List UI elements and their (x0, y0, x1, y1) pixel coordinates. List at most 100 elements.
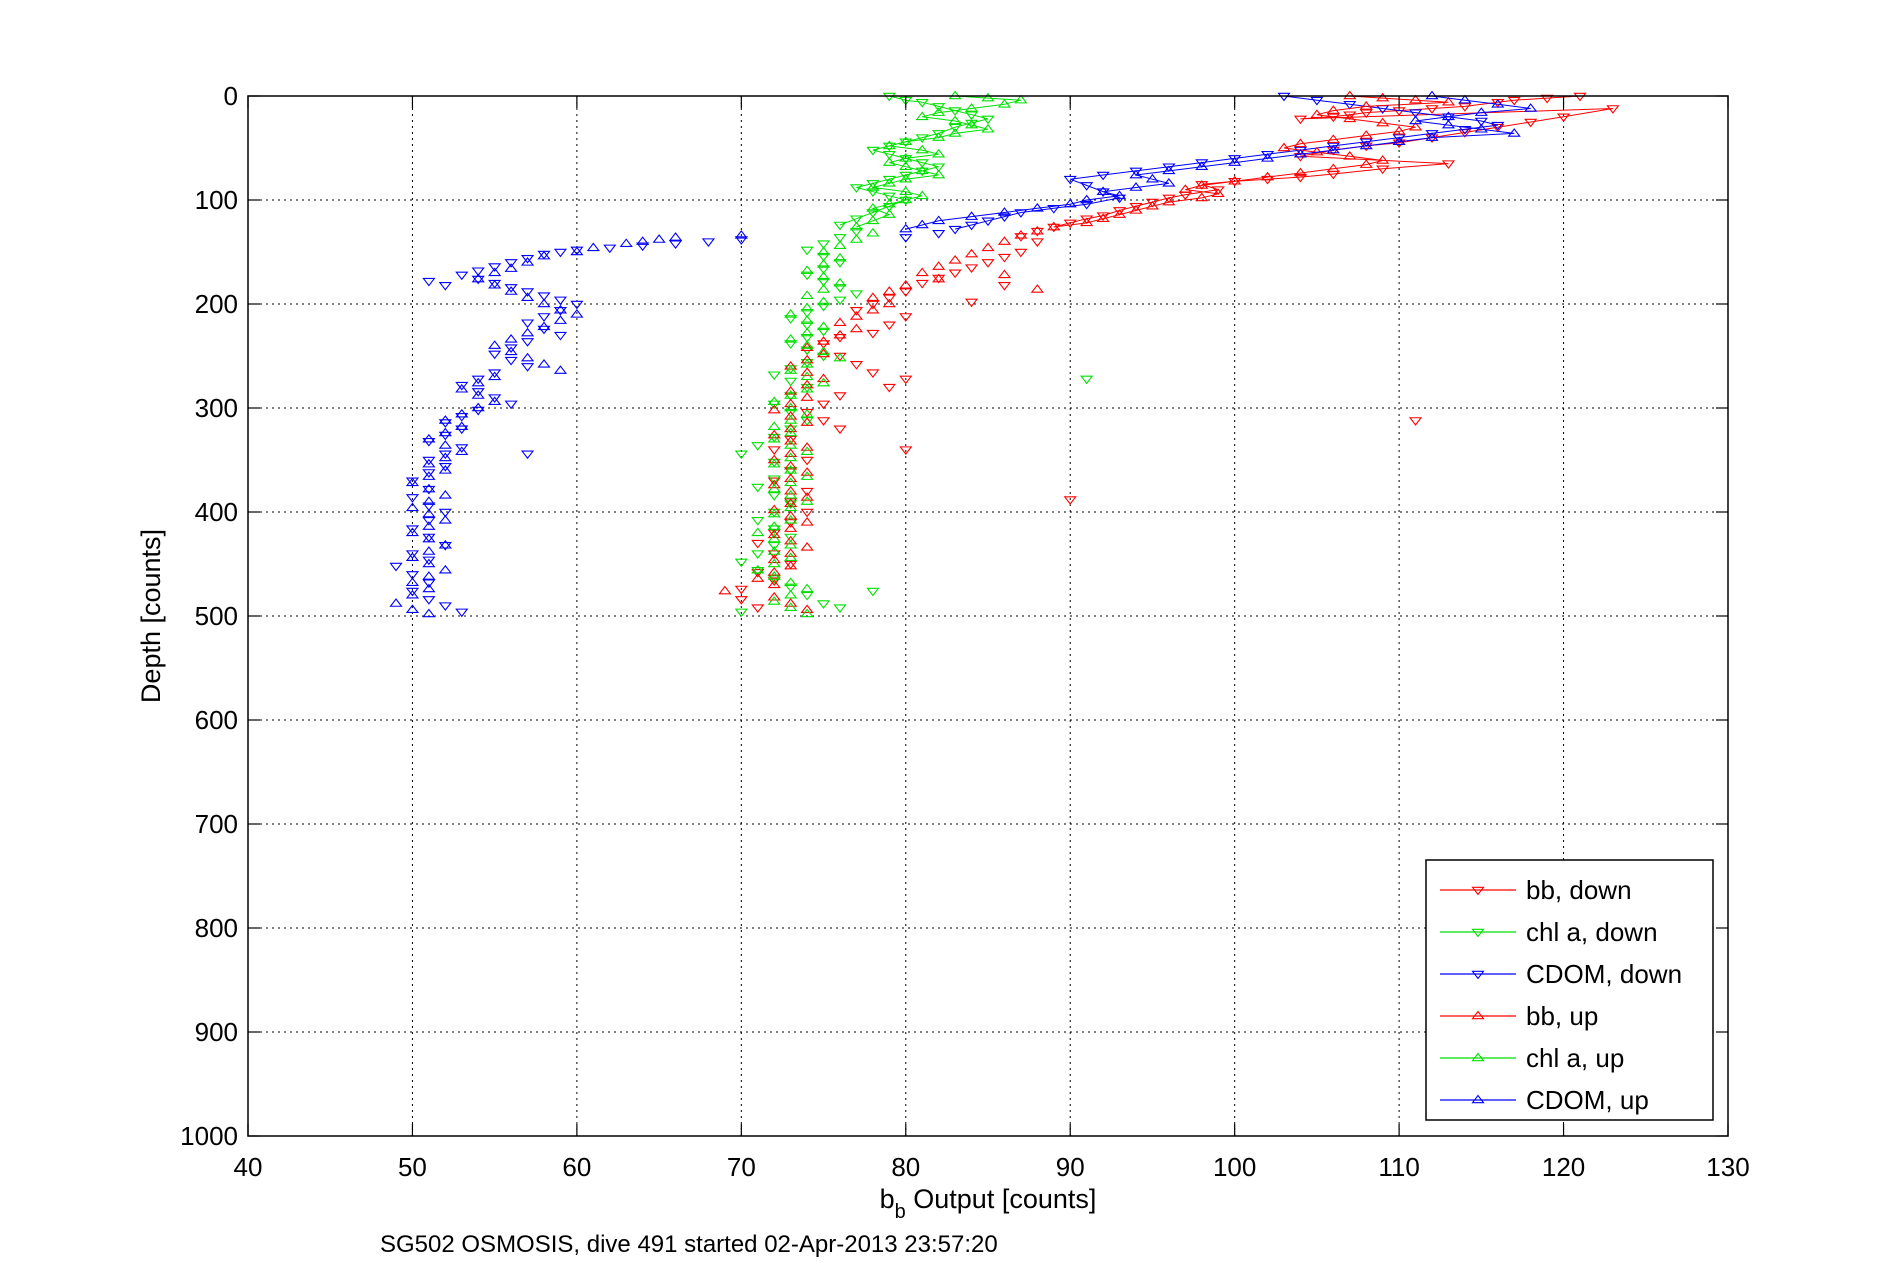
data-point (784, 410, 798, 420)
data-point (899, 171, 913, 181)
data-point (405, 527, 420, 537)
data-point (866, 300, 880, 310)
data-point (800, 442, 814, 451)
data-point (833, 240, 847, 250)
data-point (438, 462, 452, 472)
data-point (1112, 207, 1127, 216)
data-point (800, 608, 814, 618)
data-point (603, 244, 617, 254)
data-point (882, 175, 896, 185)
data-point (964, 248, 979, 258)
data-point (1293, 173, 1308, 183)
data-point (784, 467, 798, 476)
data-point (800, 334, 814, 343)
data-point (734, 558, 748, 568)
legend-label: CDOM, up (1526, 1085, 1649, 1115)
data-point (422, 508, 436, 518)
data-point (767, 396, 781, 406)
x-tick-label: 110 (1378, 1152, 1419, 1182)
data-point (767, 521, 781, 530)
axis-ticks (247, 95, 1729, 1137)
data-point (1145, 173, 1160, 183)
data-point (800, 271, 814, 281)
y-tick-label: 800 (195, 913, 238, 943)
data-point (488, 263, 502, 272)
data-point (767, 475, 781, 485)
data-point (1112, 190, 1127, 200)
data-point (1441, 111, 1456, 121)
data-point (964, 264, 979, 273)
data-point (816, 377, 831, 387)
data-point (422, 458, 436, 468)
data-point (1408, 417, 1423, 426)
data-point (1129, 182, 1143, 191)
data-point (1573, 92, 1587, 102)
data-point (734, 585, 748, 595)
data-point (520, 327, 535, 337)
data-point (849, 234, 864, 243)
data-point (833, 425, 847, 435)
data-point (1030, 202, 1044, 212)
data-point (1343, 90, 1357, 100)
data-point (405, 552, 420, 562)
data-point (784, 427, 798, 437)
data-point (636, 236, 650, 245)
data-point (932, 132, 946, 141)
data-point (1507, 96, 1521, 106)
data-point (784, 523, 798, 532)
data-point (800, 591, 814, 601)
data-point (767, 571, 781, 580)
data-point (981, 259, 995, 268)
data-point (422, 469, 436, 478)
data-point (784, 392, 798, 401)
data-point (520, 338, 535, 347)
data-point (964, 298, 979, 308)
y-axis-label: Depth [counts] (136, 529, 166, 703)
data-point (849, 227, 864, 237)
data-point (882, 157, 896, 166)
data-point (784, 498, 798, 507)
data-point (1162, 163, 1176, 173)
legend-label: chl a, up (1526, 1043, 1624, 1073)
data-point (405, 577, 420, 586)
data-point (537, 321, 551, 331)
data-point (899, 194, 913, 204)
data-point (668, 240, 683, 250)
data-point (734, 236, 748, 245)
data-point (520, 292, 535, 302)
data-point (1376, 92, 1390, 102)
data-point (882, 286, 896, 295)
data-point (816, 252, 831, 262)
data-point (784, 334, 798, 343)
data-point (767, 454, 781, 464)
data-point (784, 552, 798, 562)
data-point (455, 444, 469, 453)
data-point (1030, 238, 1044, 247)
data-point (800, 321, 814, 331)
data-point (800, 456, 814, 466)
data-point (964, 119, 979, 129)
data-point (1162, 194, 1176, 204)
data-point (1524, 103, 1538, 112)
data-point (1047, 221, 1061, 231)
data-point (422, 433, 436, 443)
data-point (932, 215, 946, 225)
data-point (784, 315, 798, 324)
data-point (438, 514, 452, 524)
series-5 (389, 90, 1538, 618)
legend-swatch-marker (1471, 1010, 1485, 1020)
data-point (1063, 198, 1077, 208)
data-point (882, 298, 896, 308)
data-point (1425, 132, 1439, 141)
data-point (784, 435, 798, 445)
data-point (1112, 209, 1127, 218)
data-point (422, 456, 436, 466)
data-point (504, 344, 518, 354)
data-point (866, 292, 880, 302)
data-point (504, 346, 518, 356)
data-point (751, 573, 765, 582)
data-point (1376, 165, 1390, 175)
data-point (915, 111, 929, 121)
data-point (767, 483, 781, 493)
data-point (1178, 184, 1192, 193)
